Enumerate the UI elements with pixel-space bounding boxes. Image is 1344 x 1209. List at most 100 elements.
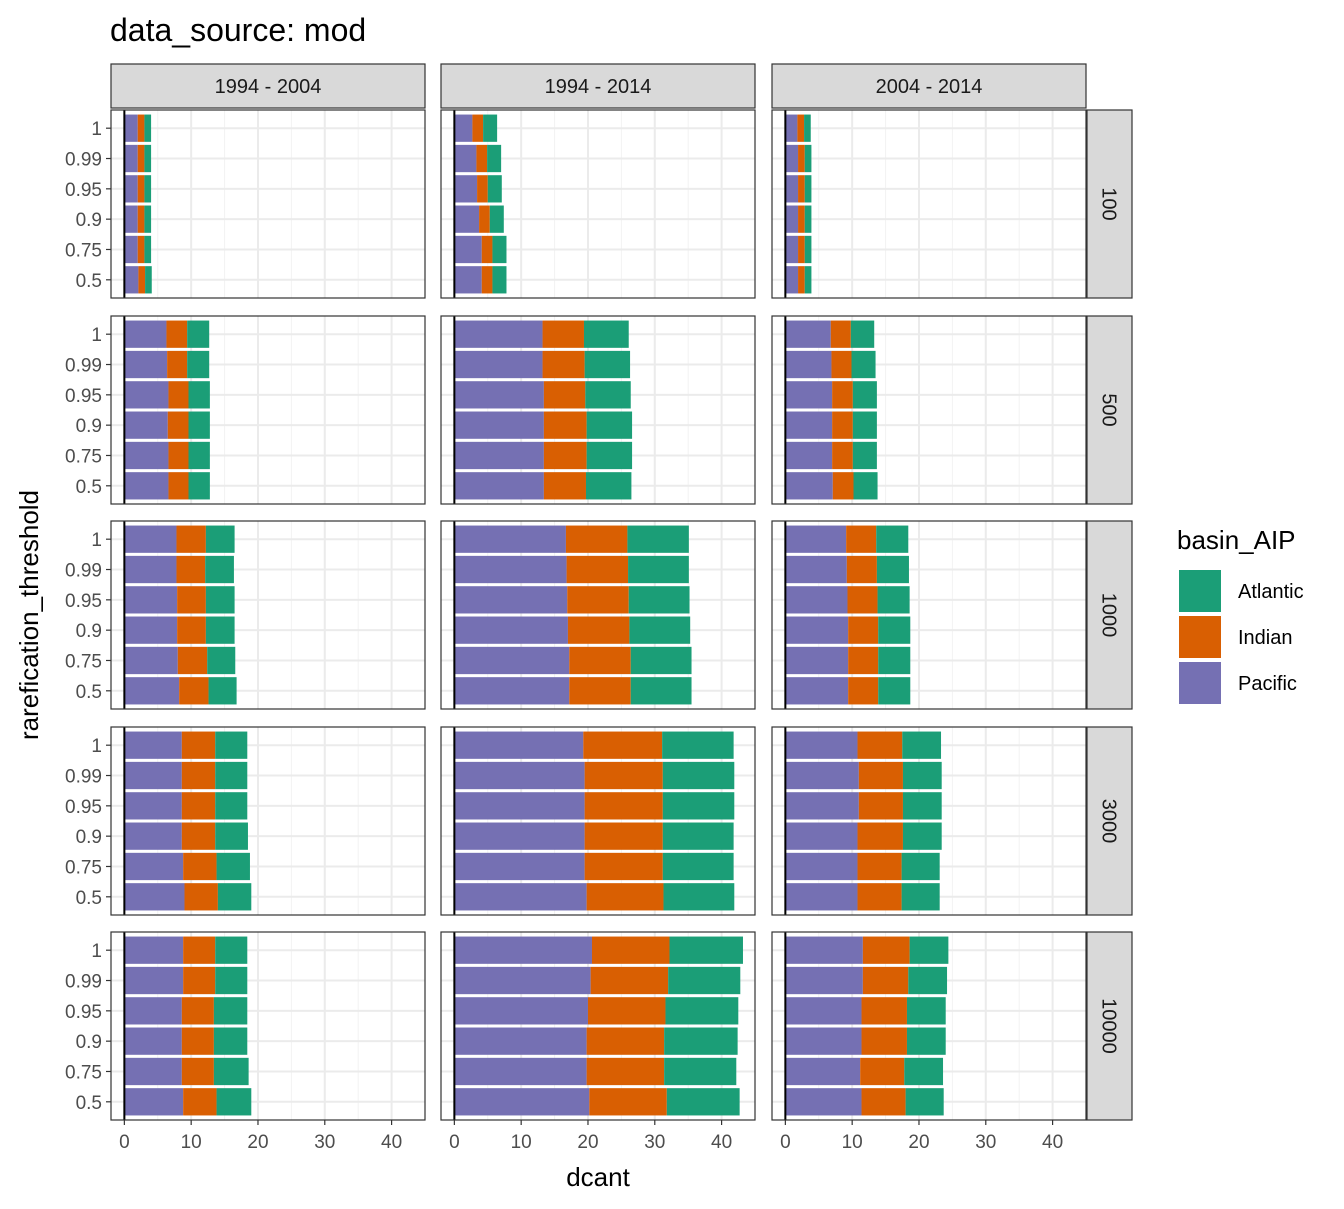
bar-indian <box>543 441 587 470</box>
bar-indian <box>832 381 853 409</box>
y-tick-label: 0.95 <box>65 1002 102 1023</box>
bar-atlantic <box>188 441 210 470</box>
bar-atlantic <box>585 381 631 409</box>
bar-atlantic <box>188 381 210 409</box>
bar-indian <box>181 731 216 759</box>
bar-pacific <box>785 586 848 614</box>
bar-indian <box>137 114 145 142</box>
row-strip-label: 100 <box>1098 187 1120 220</box>
panel-background <box>111 110 425 298</box>
bar-atlantic <box>901 852 940 881</box>
bar-pacific <box>124 822 182 850</box>
bar-pacific <box>454 472 544 500</box>
bar-indian <box>481 235 493 264</box>
bar-indian <box>543 411 587 439</box>
y-tick-label: 0.95 <box>65 591 102 612</box>
row-strip <box>1086 520 1133 710</box>
panel-border <box>771 109 1087 299</box>
bar-pacific <box>785 350 832 379</box>
bar-atlantic <box>665 997 739 1025</box>
bar-indian <box>861 1088 906 1116</box>
bar-pacific <box>454 555 567 584</box>
bar-pacific <box>454 381 544 409</box>
bar-pacific <box>124 472 169 500</box>
bar-atlantic <box>851 350 876 379</box>
panel-border <box>110 315 426 505</box>
bar-atlantic <box>904 1057 944 1086</box>
bar-atlantic <box>906 997 946 1025</box>
bar-atlantic <box>668 966 741 995</box>
bar-atlantic <box>630 677 692 705</box>
bar-indian <box>590 966 669 995</box>
bar-atlantic <box>492 235 507 264</box>
bar-indian <box>584 761 663 790</box>
bar-indian <box>138 266 146 294</box>
bar-indian <box>181 761 216 790</box>
y-tick-label: 0.95 <box>65 180 102 201</box>
x-tick-label: 0 <box>780 1132 791 1153</box>
x-tick-label: 10 <box>842 1132 863 1153</box>
y-tick-label: 0.5 <box>76 888 102 909</box>
column-strip-label: 2004 - 2014 <box>876 76 983 98</box>
bar-indian <box>183 1088 217 1116</box>
bar-atlantic <box>663 883 735 911</box>
y-tick-label: 0.9 <box>76 827 102 848</box>
bar-atlantic <box>878 677 911 705</box>
bar-indian <box>857 731 903 759</box>
y-tick-label: 0.99 <box>65 561 102 582</box>
column-strip-label: 1994 - 2004 <box>215 76 322 98</box>
row-strip <box>1086 726 1133 916</box>
y-tick-label: 0.99 <box>65 150 102 171</box>
bar-indian <box>167 350 188 379</box>
bar-pacific <box>124 852 184 881</box>
legend-key-atlantic <box>1179 570 1221 612</box>
bar-pacific <box>124 411 168 439</box>
bar-atlantic <box>187 320 210 348</box>
bar-indian <box>586 1027 665 1055</box>
x-tick-label: 40 <box>711 1132 732 1153</box>
x-tick-label: 20 <box>577 1132 598 1153</box>
bar-pacific <box>454 677 570 705</box>
bar-pacific <box>454 320 543 348</box>
bar-pacific <box>454 883 587 911</box>
bar-pacific <box>454 114 473 142</box>
y-tick-label: 0.5 <box>76 682 102 703</box>
bar-atlantic <box>215 822 248 850</box>
y-tick-label: 0.5 <box>76 271 102 292</box>
bar-atlantic <box>662 792 735 820</box>
bar-pacific <box>124 350 168 379</box>
bar-pacific <box>785 441 833 470</box>
bar-atlantic <box>492 266 507 294</box>
bar-atlantic <box>664 1027 738 1055</box>
row-strip-label: 3000 <box>1098 799 1120 844</box>
bar-pacific <box>785 646 849 675</box>
bar-indian <box>542 350 585 379</box>
bar-indian <box>862 966 909 995</box>
bar-pacific <box>785 883 858 911</box>
bar-pacific <box>454 266 482 294</box>
bar-atlantic <box>901 883 940 911</box>
bar-atlantic <box>878 646 911 675</box>
bar-pacific <box>454 586 568 614</box>
bar-indian <box>798 144 805 173</box>
bar-atlantic <box>215 936 248 964</box>
bar-atlantic <box>217 883 252 911</box>
bar-atlantic <box>804 114 811 142</box>
y-tick-label: 0.95 <box>65 797 102 818</box>
bar-indian <box>569 677 631 705</box>
bar-atlantic <box>906 1027 946 1055</box>
bar-atlantic <box>205 616 235 644</box>
y-tick-label: 0.75 <box>65 857 102 878</box>
bar-pacific <box>785 525 847 553</box>
bar-pacific <box>785 555 847 584</box>
bar-atlantic <box>144 114 152 142</box>
bar-pacific <box>454 792 585 820</box>
bar-indian <box>583 731 663 759</box>
x-tick-label: 0 <box>449 1132 460 1153</box>
bar-indian <box>472 114 484 142</box>
bar-indian <box>168 472 189 500</box>
bar-atlantic <box>187 350 210 379</box>
bar-indian <box>179 677 209 705</box>
bar-indian <box>176 555 206 584</box>
bar-pacific <box>454 350 543 379</box>
